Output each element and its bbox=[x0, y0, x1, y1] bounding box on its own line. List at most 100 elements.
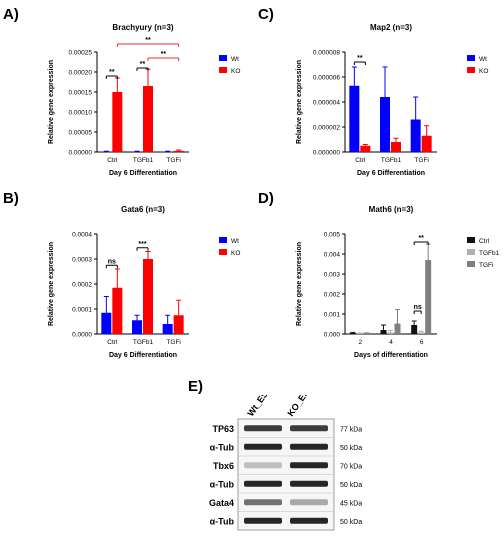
chart-gata6: Gata6 (n=3) Relative gene expression 0.000… bbox=[48, 205, 240, 359]
panel-label-e: E) bbox=[188, 378, 203, 395]
blot-band bbox=[244, 480, 282, 487]
y-tick-label: 0.0003 bbox=[72, 257, 92, 264]
blot-band bbox=[244, 462, 282, 469]
blot-band bbox=[290, 443, 328, 450]
y-tick-label: 0.001 bbox=[324, 312, 341, 319]
blot-band bbox=[244, 443, 282, 450]
chart-map2: Map2 (n=3) Relative gene expression 0.0000… bbox=[296, 23, 488, 177]
legend-label: Ctrl bbox=[479, 238, 490, 245]
bar bbox=[173, 315, 184, 334]
bar bbox=[380, 330, 387, 334]
y-tick-label: 0.0001 bbox=[72, 307, 92, 314]
y-tick-label: 0.004 bbox=[324, 252, 341, 259]
y-axis-label: Relative gene expression bbox=[296, 60, 303, 144]
chart-brachyury: Brachyury (n=3) Relative gene expression 0… bbox=[48, 23, 240, 177]
blot-kda-label: 50 kDa bbox=[340, 519, 362, 526]
legend-swatch bbox=[219, 249, 227, 255]
panel-label-c: C) bbox=[258, 6, 274, 23]
blot-row-label: Tbx6 bbox=[213, 461, 234, 471]
chart-title: Brachyury (n=3) bbox=[112, 23, 173, 32]
x-tick-label: TGFb1 bbox=[133, 157, 154, 164]
y-tick-label: 0.000000 bbox=[313, 150, 340, 157]
sig-label: ** bbox=[145, 37, 151, 44]
x-tick-label: TGFi bbox=[166, 339, 180, 346]
legend-label: TGFi bbox=[479, 262, 493, 269]
chart-math6: Math6 (n=3) Relative gene expression 0.000… bbox=[296, 205, 500, 359]
bar bbox=[360, 145, 371, 152]
bar bbox=[394, 323, 401, 334]
x-tick-label: 2 bbox=[359, 339, 363, 346]
x-axis-label: Day 6 Differentiation bbox=[109, 170, 177, 177]
x-axis-label: Day 6 Differentiation bbox=[357, 170, 425, 177]
bar bbox=[349, 85, 360, 152]
sig-label: ** bbox=[161, 51, 167, 58]
legend-swatch bbox=[467, 261, 475, 267]
x-tick-label: TGFi bbox=[414, 157, 428, 164]
blot-row-label: Gata4 bbox=[209, 498, 234, 508]
x-tick-label: 6 bbox=[420, 339, 424, 346]
legend-label: Wt bbox=[479, 56, 487, 63]
x-tick-label: TGFi bbox=[166, 157, 180, 164]
y-tick-label: 0.0000 bbox=[72, 332, 92, 339]
western-blot-image: Wt_ESC KO_ESC TP63 77 kDa α-Tub 50 kDa Tbx6 70 … bbox=[209, 382, 362, 531]
bar bbox=[112, 92, 123, 152]
sig-label: *** bbox=[138, 241, 146, 248]
bar bbox=[112, 287, 123, 334]
chart-title: Gata6 (n=3) bbox=[121, 205, 165, 214]
y-tick-label: 0.000006 bbox=[313, 75, 340, 82]
blot-kda-label: 50 kDa bbox=[340, 445, 362, 452]
x-tick-label: TGFb1 bbox=[133, 339, 154, 346]
bar bbox=[421, 135, 432, 152]
blot-row-label: α-Tub bbox=[210, 516, 235, 526]
y-tick-label: 0.00025 bbox=[69, 50, 93, 57]
blot-band bbox=[290, 499, 328, 506]
bar bbox=[425, 260, 432, 334]
y-tick-label: 0.00005 bbox=[69, 130, 93, 137]
legend-swatch bbox=[219, 237, 227, 243]
y-axis-label: Relative gene expression bbox=[296, 242, 303, 326]
bar bbox=[387, 332, 394, 334]
legend-swatch bbox=[467, 249, 475, 255]
legend-label: KO bbox=[479, 68, 488, 75]
y-tick-label: 0.000004 bbox=[313, 100, 340, 107]
legend-label: KO bbox=[231, 68, 240, 75]
bar bbox=[391, 142, 401, 152]
x-tick-label: Ctrl bbox=[355, 157, 366, 164]
blot-kda-label: 50 kDa bbox=[340, 482, 362, 489]
bar bbox=[380, 97, 390, 152]
blot-column-label: KO_ESC bbox=[285, 395, 315, 418]
bar bbox=[363, 333, 370, 334]
y-tick-label: 0.00010 bbox=[69, 110, 93, 117]
x-tick-label: Ctrl bbox=[107, 157, 118, 164]
y-tick-label: 0.00020 bbox=[69, 70, 93, 77]
legend-swatch bbox=[467, 67, 475, 73]
panel-label-b: B) bbox=[3, 190, 19, 207]
y-tick-label: 0.00015 bbox=[69, 90, 93, 97]
bar bbox=[143, 86, 153, 152]
chart-title: Math6 (n=3) bbox=[369, 205, 414, 214]
bar bbox=[101, 312, 112, 334]
bar bbox=[418, 332, 425, 334]
y-axis-label: Relative gene expression bbox=[48, 60, 55, 144]
blot-kda-label: 77 kDa bbox=[340, 426, 362, 433]
y-tick-label: 0.000 bbox=[324, 332, 341, 339]
y-axis-label: Relative gene expression bbox=[48, 242, 55, 326]
blot-band bbox=[290, 462, 328, 469]
legend-swatch bbox=[219, 55, 227, 61]
x-tick-label: TGFb1 bbox=[381, 157, 402, 164]
sig-label: ** bbox=[109, 69, 115, 76]
legend-label: Wt bbox=[231, 56, 239, 63]
blot-band bbox=[290, 480, 328, 487]
blot-band bbox=[244, 517, 282, 524]
legend-swatch bbox=[219, 67, 227, 73]
x-axis-label: Day 6 Differentiation bbox=[109, 352, 177, 359]
bar bbox=[356, 333, 363, 334]
sig-label: ns bbox=[414, 304, 422, 311]
legend-swatch bbox=[467, 237, 475, 243]
legend-label: KO bbox=[231, 250, 240, 257]
blot-band bbox=[290, 517, 328, 524]
bar bbox=[411, 325, 418, 334]
y-tick-label: 0.00000 bbox=[69, 150, 93, 157]
y-tick-label: 0.002 bbox=[324, 292, 341, 299]
bar bbox=[143, 259, 153, 334]
